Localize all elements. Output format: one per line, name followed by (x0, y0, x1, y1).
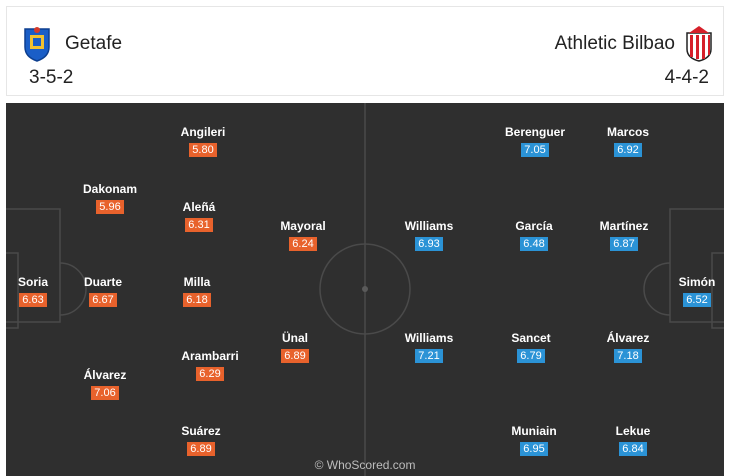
player-rating: 6.95 (520, 442, 548, 456)
player-rating: 6.84 (619, 442, 647, 456)
player-name: Álvarez (606, 331, 650, 345)
player-name: Duarte (83, 275, 122, 289)
home-player-duarte[interactable]: Duarte 6.67 (58, 275, 148, 308)
player-rating: 6.89 (187, 442, 215, 456)
home-player-suarez[interactable]: Suárez 6.89 (156, 424, 246, 457)
away-player-martinez[interactable]: Martínez 6.87 (579, 219, 669, 252)
player-rating: 6.31 (185, 218, 213, 232)
player-rating: 6.67 (89, 293, 117, 307)
home-player-soria[interactable]: Soria 6.63 (6, 275, 78, 308)
away-player-lekue[interactable]: Lekue 6.84 (588, 424, 678, 457)
player-name: Mayoral (280, 219, 326, 233)
player-rating: 6.89 (281, 349, 309, 363)
player-name: Milla (183, 275, 211, 289)
home-player-dakonam[interactable]: Dakonam 5.96 (65, 182, 155, 215)
player-rating: 7.06 (91, 386, 119, 400)
player-rating: 6.18 (183, 293, 211, 307)
home-player-unal[interactable]: Ünal 6.89 (250, 331, 340, 364)
home-player-arambarri[interactable]: Arambarri 6.29 (165, 349, 255, 382)
home-player-mayoral[interactable]: Mayoral 6.24 (258, 219, 348, 252)
whoscored-watermark: © WhoScored.com (314, 458, 416, 472)
home-player-milla[interactable]: Milla 6.18 (152, 275, 242, 308)
player-name: Sancet (511, 331, 551, 345)
player-name: Ünal (281, 331, 308, 345)
home-team-name: Getafe (65, 33, 123, 54)
away-player-berenguer[interactable]: Berenguer 7.05 (490, 125, 580, 158)
player-name: Williams (404, 219, 454, 233)
player-rating: 7.21 (415, 349, 443, 363)
home-player-alena[interactable]: Aleñá 6.31 (154, 200, 244, 233)
player-name: Álvarez (83, 368, 127, 382)
player-rating: 6.63 (19, 293, 47, 307)
away-player-williams-2[interactable]: Williams 7.21 (384, 331, 474, 364)
player-rating: 6.79 (517, 349, 545, 363)
player-rating: 6.24 (289, 237, 317, 251)
player-name: Williams (404, 331, 454, 345)
player-rating: 5.96 (96, 200, 124, 214)
player-name: Suárez (181, 424, 221, 438)
player-name: Berenguer (504, 125, 566, 139)
athletic-bilbao-crest-icon (686, 26, 712, 62)
player-rating: 6.52 (683, 293, 711, 307)
player-name: Muniain (511, 424, 557, 438)
player-name: Aleñá (182, 200, 216, 214)
away-player-sancet[interactable]: Sancet 6.79 (486, 331, 576, 364)
away-player-simon[interactable]: Simón 6.52 (652, 275, 724, 308)
away-player-muniain[interactable]: Muniain 6.95 (489, 424, 579, 457)
away-player-alvarez[interactable]: Álvarez 7.18 (583, 331, 673, 364)
getafe-crest-icon (24, 27, 50, 62)
player-name: Dakonam (82, 182, 138, 196)
away-player-garcia[interactable]: García 6.48 (489, 219, 579, 252)
match-header: Getafe 3-5-2 Athletic Bilbao 4-4-2 (6, 6, 724, 96)
home-player-angileri[interactable]: Angileri 5.80 (158, 125, 248, 158)
player-rating: 7.05 (521, 143, 549, 157)
player-rating: 5.80 (189, 143, 217, 157)
player-name: Soria (17, 275, 48, 289)
away-player-williams-1[interactable]: Williams 6.93 (384, 219, 474, 252)
player-name: Angileri (180, 125, 226, 139)
home-player-alvarez[interactable]: Álvarez 7.06 (60, 368, 150, 401)
away-player-marcos[interactable]: Marcos 6.92 (583, 125, 673, 158)
player-rating: 6.93 (415, 237, 443, 251)
away-team-name: Athletic Bilbao (554, 33, 675, 54)
away-formation: 4-4-2 (664, 67, 709, 88)
player-name: Martínez (599, 219, 649, 233)
player-rating: 6.48 (520, 237, 548, 251)
player-rating: 6.29 (196, 367, 224, 381)
player-rating: 6.92 (614, 143, 642, 157)
player-rating: 6.87 (610, 237, 638, 251)
pitch: Angileri 5.80 Dakonam 5.96 Aleñá 6.31 Ma… (6, 103, 724, 476)
player-name: García (515, 219, 553, 233)
home-formation: 3-5-2 (29, 67, 74, 88)
player-name: Marcos (606, 125, 650, 139)
pitch-markings (6, 103, 724, 476)
player-rating: 7.18 (614, 349, 642, 363)
player-name: Simón (678, 275, 716, 289)
player-name: Arambarri (181, 349, 239, 363)
player-name: Lekue (615, 424, 651, 438)
